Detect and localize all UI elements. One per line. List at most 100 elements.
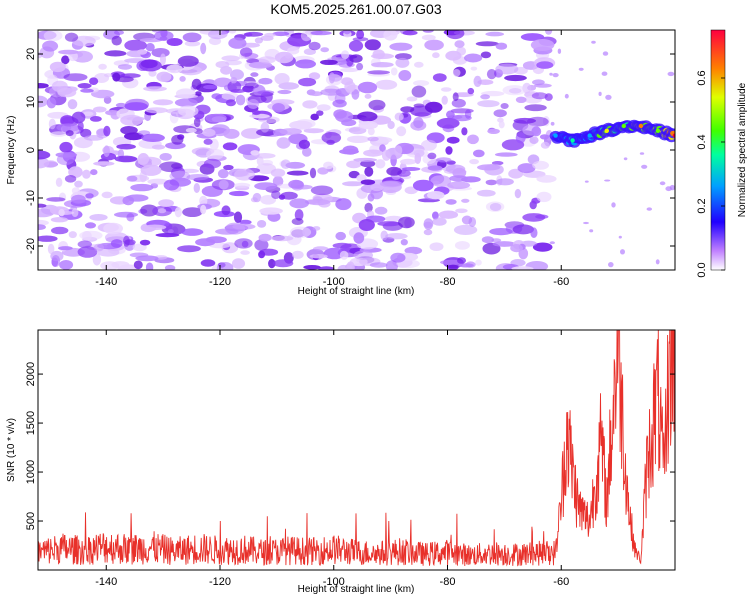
spectrogram-cell: [90, 169, 98, 176]
spectrogram-cell: [59, 260, 74, 270]
spectrogram-cell: [222, 142, 238, 151]
spectrogram-cell: [498, 120, 505, 129]
spectrogram-cell: [313, 246, 329, 251]
spectrogram-cell: [279, 128, 303, 135]
spectrogram-cell: [122, 196, 135, 206]
spectrogram-cell: [249, 113, 270, 119]
spectrogram-cell: [218, 179, 229, 190]
spectrogram-cell: [320, 47, 330, 53]
spectrogram-cell: [135, 255, 159, 262]
spectrogram-cell: [136, 49, 148, 55]
spectrogram-cell: [114, 211, 138, 218]
spectrogram-cell: [432, 217, 447, 226]
spectrogram-cell: [240, 47, 253, 57]
spectrogram-cell: [51, 255, 61, 267]
spectrogram-cell: [454, 241, 470, 250]
spectrogram-cell: [200, 259, 216, 267]
spectrogram-cell: [71, 111, 86, 124]
spectrogram-cell: [221, 92, 239, 100]
spectrogram-cell: [414, 61, 424, 68]
spectrogram-cell: [370, 183, 384, 192]
spectrogram-x-tick-label: -80: [440, 276, 456, 288]
spectrogram-cell: [452, 114, 472, 122]
spectrogram-cell: [65, 130, 74, 137]
spectrogram-cell: [390, 252, 406, 263]
spectrogram-cell: [225, 60, 242, 66]
spectrogram-cell: [147, 178, 169, 185]
spectrogram-cell: [200, 42, 207, 55]
snr-y-tick-label: 1500: [25, 411, 37, 435]
snr-x-ticks: -140 -120 -100 -80 -60: [95, 330, 569, 588]
spectrogram-cell: [257, 220, 267, 228]
spectrogram-cell: [400, 158, 417, 165]
spectrogram-cell: [385, 260, 398, 270]
spectrogram-cell: [130, 183, 154, 192]
spectrogram-cell: [298, 139, 310, 149]
spectrogram-cell: [422, 30, 434, 33]
spectrogram-cell: [46, 197, 66, 202]
spectrogram-cell: [641, 164, 648, 169]
spectrogram-cell: [256, 156, 264, 166]
spectrogram-cell: [379, 144, 386, 153]
spectrogram-cell: [358, 219, 375, 231]
spectrogram-cell: [655, 259, 660, 265]
spectrogram-cell: [423, 218, 434, 230]
spectrogram-cell: [300, 30, 312, 42]
spectrogram-cell: [312, 226, 321, 231]
spectrogram-cell: [295, 59, 316, 69]
spectrogram-cell: [317, 167, 329, 175]
spectrogram-cell: [199, 195, 208, 206]
spectrogram-cell: [400, 239, 408, 246]
spectrogram-cell: [564, 93, 569, 99]
spectrogram-cell: [143, 86, 167, 92]
spectrogram-cell: [446, 30, 465, 40]
snr-x-tick-label: -100: [323, 576, 345, 588]
spectrogram-cell: [90, 116, 102, 122]
spectrogram-cell: [400, 106, 415, 113]
spectrogram-cell: [92, 253, 102, 266]
spectrogram-cell: [390, 67, 398, 76]
spectrogram-cell: [604, 179, 611, 182]
spectrogram-cell: [49, 61, 66, 73]
spectrogram-cell: [55, 177, 63, 187]
spectrogram-cell: [233, 182, 251, 188]
spectrogram-cell: [254, 182, 278, 191]
spectrogram-cell: [504, 74, 527, 82]
spectrogram-cell: [508, 168, 524, 179]
spectrogram-cell: [432, 180, 440, 185]
spectrogram-cell: [103, 125, 111, 137]
spectrogram-cell: [639, 152, 645, 155]
spectrogram-cell: [620, 249, 625, 255]
spectrogram-cell: [260, 122, 270, 133]
spectrogram-cell: [467, 87, 475, 95]
spectrogram-cell: [151, 48, 170, 58]
signal-track-peak: [621, 123, 626, 129]
spectrogram-cell: [427, 165, 443, 171]
spectrogram-cell: [602, 51, 609, 56]
spectrogram-cell: [228, 37, 247, 49]
spectrogram-cell: [335, 198, 352, 211]
spectrogram-cell: [436, 157, 452, 163]
spectrogram-cell: [59, 141, 73, 153]
spectrogram-cell: [578, 67, 584, 71]
signal-track-peak: [604, 128, 609, 133]
spectrogram-cell: [427, 191, 445, 200]
spectrogram-cell: [254, 239, 269, 251]
spectrogram-cell: [489, 228, 513, 236]
spectrogram-cell: [51, 226, 69, 235]
spectrogram-cell: [140, 164, 162, 176]
spectrogram-cell: [328, 72, 335, 84]
spectrogram-cell: [252, 110, 261, 116]
spectrogram-cell: [469, 159, 479, 165]
spectrogram-cell: [605, 94, 612, 100]
signal-track-peak: [570, 138, 575, 143]
spectrogram-cell: [68, 166, 83, 178]
spectrogram-cell: [360, 160, 376, 168]
colorbar-label: Normalized spectral amplitude: [737, 82, 748, 217]
spectrogram-cell: [310, 185, 334, 196]
spectrogram-cell: [77, 246, 98, 258]
colorbar-gradient: [710, 29, 726, 271]
spectrogram-cell: [209, 242, 231, 249]
spectrogram-x-label: Height of straight line (km): [298, 286, 415, 297]
spectrogram-cell: [475, 41, 499, 47]
